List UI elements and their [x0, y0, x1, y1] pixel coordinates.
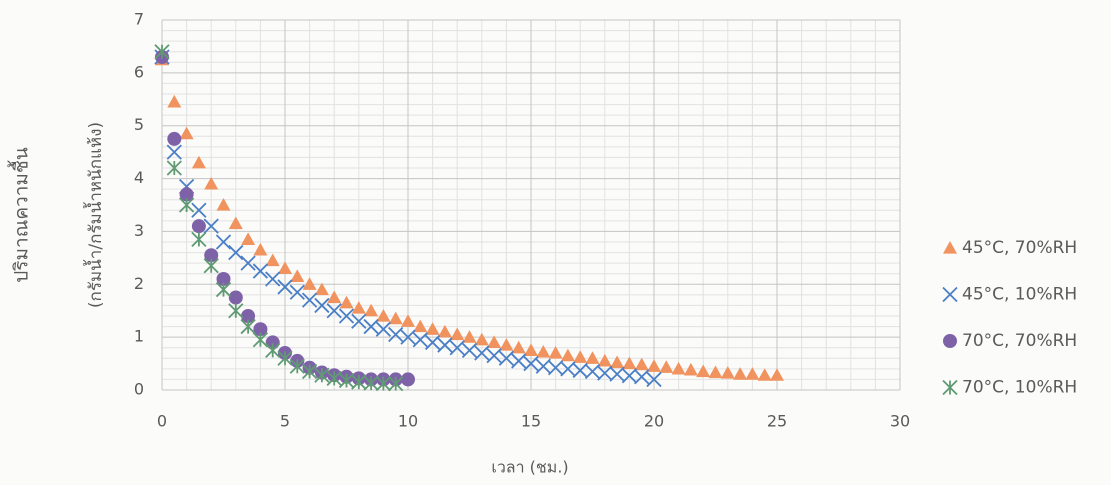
point: [192, 232, 206, 246]
point: [180, 198, 194, 212]
point: [610, 356, 624, 369]
x-tick-label: 30: [890, 412, 910, 431]
y-tick-label: 1: [134, 327, 144, 346]
x-tick-label: 25: [767, 412, 787, 431]
y-tick-label: 0: [134, 380, 144, 399]
point: [266, 254, 280, 267]
point: [290, 269, 304, 282]
y-axis-title: (กรัมน้ำ/กรัมน้ำหนักแห้ง): [83, 122, 106, 308]
point: [561, 349, 575, 362]
point: [512, 341, 526, 354]
x-tick-label: 15: [521, 412, 541, 431]
legend-label: 45°C, 70%RH: [962, 238, 1077, 258]
y-tick-label: 2: [134, 274, 144, 293]
point: [647, 359, 661, 372]
point: [229, 217, 243, 230]
point: [352, 301, 366, 314]
y-tick-label: 5: [134, 115, 144, 134]
point: [475, 333, 489, 346]
chart: เวลา (ชม.) ปริมาณความชื้น (กรัมน้ำ/กรัมน…: [0, 0, 1111, 485]
point: [758, 368, 772, 381]
point: [426, 322, 440, 335]
point: [290, 285, 304, 299]
x-tick-label: 20: [644, 412, 664, 431]
point: [376, 309, 390, 322]
point: [389, 328, 403, 342]
legend-label: 45°C, 10%RH: [962, 285, 1077, 305]
point: [721, 366, 735, 379]
point: [573, 350, 587, 363]
point: [241, 232, 255, 245]
point: [266, 343, 280, 357]
point: [389, 312, 403, 325]
point: [709, 366, 723, 379]
point: [524, 343, 538, 356]
legend-label: 70°C, 10%RH: [962, 378, 1077, 398]
point: [401, 372, 415, 386]
x-tick-label: 0: [157, 412, 167, 431]
point: [192, 219, 206, 233]
point: [303, 277, 317, 290]
y-tick-label: 7: [134, 10, 144, 29]
point: [487, 349, 501, 363]
point: [635, 358, 649, 371]
point: [327, 291, 341, 304]
point: [586, 351, 600, 364]
point: [167, 132, 181, 146]
point: [253, 243, 267, 256]
point: [463, 343, 477, 357]
x-axis-title: เวลา (ชม.): [491, 458, 568, 477]
x-tick-label: 10: [398, 412, 418, 431]
point: [450, 328, 464, 341]
point: [217, 283, 231, 297]
point: [770, 368, 784, 381]
point: [204, 259, 218, 273]
point: [413, 320, 427, 333]
point: [696, 365, 710, 378]
y-tick-label: 6: [134, 62, 144, 81]
point: [229, 291, 243, 305]
x-tick-label: 5: [280, 412, 290, 431]
y-axis-title: ปริมาณความชื้น: [8, 147, 33, 283]
point: [180, 127, 194, 140]
point: [413, 333, 427, 347]
point: [438, 338, 452, 352]
legend-label: 70°C, 70%RH: [962, 331, 1077, 351]
point: [167, 95, 181, 108]
legend-marker: [943, 288, 957, 302]
point: [598, 354, 612, 367]
legend-marker: [943, 241, 957, 254]
y-tick-label: 4: [134, 168, 144, 187]
legend-marker: [943, 381, 957, 395]
point: [340, 296, 354, 309]
legend-marker: [943, 334, 957, 348]
point: [253, 333, 267, 347]
point: [512, 354, 526, 368]
point: [463, 330, 477, 343]
point: [659, 360, 673, 373]
point: [536, 345, 550, 358]
point: [229, 304, 243, 318]
point: [635, 370, 649, 384]
point: [499, 338, 513, 351]
point: [290, 359, 304, 373]
point: [672, 362, 686, 375]
y-tick-label: 3: [134, 221, 144, 240]
